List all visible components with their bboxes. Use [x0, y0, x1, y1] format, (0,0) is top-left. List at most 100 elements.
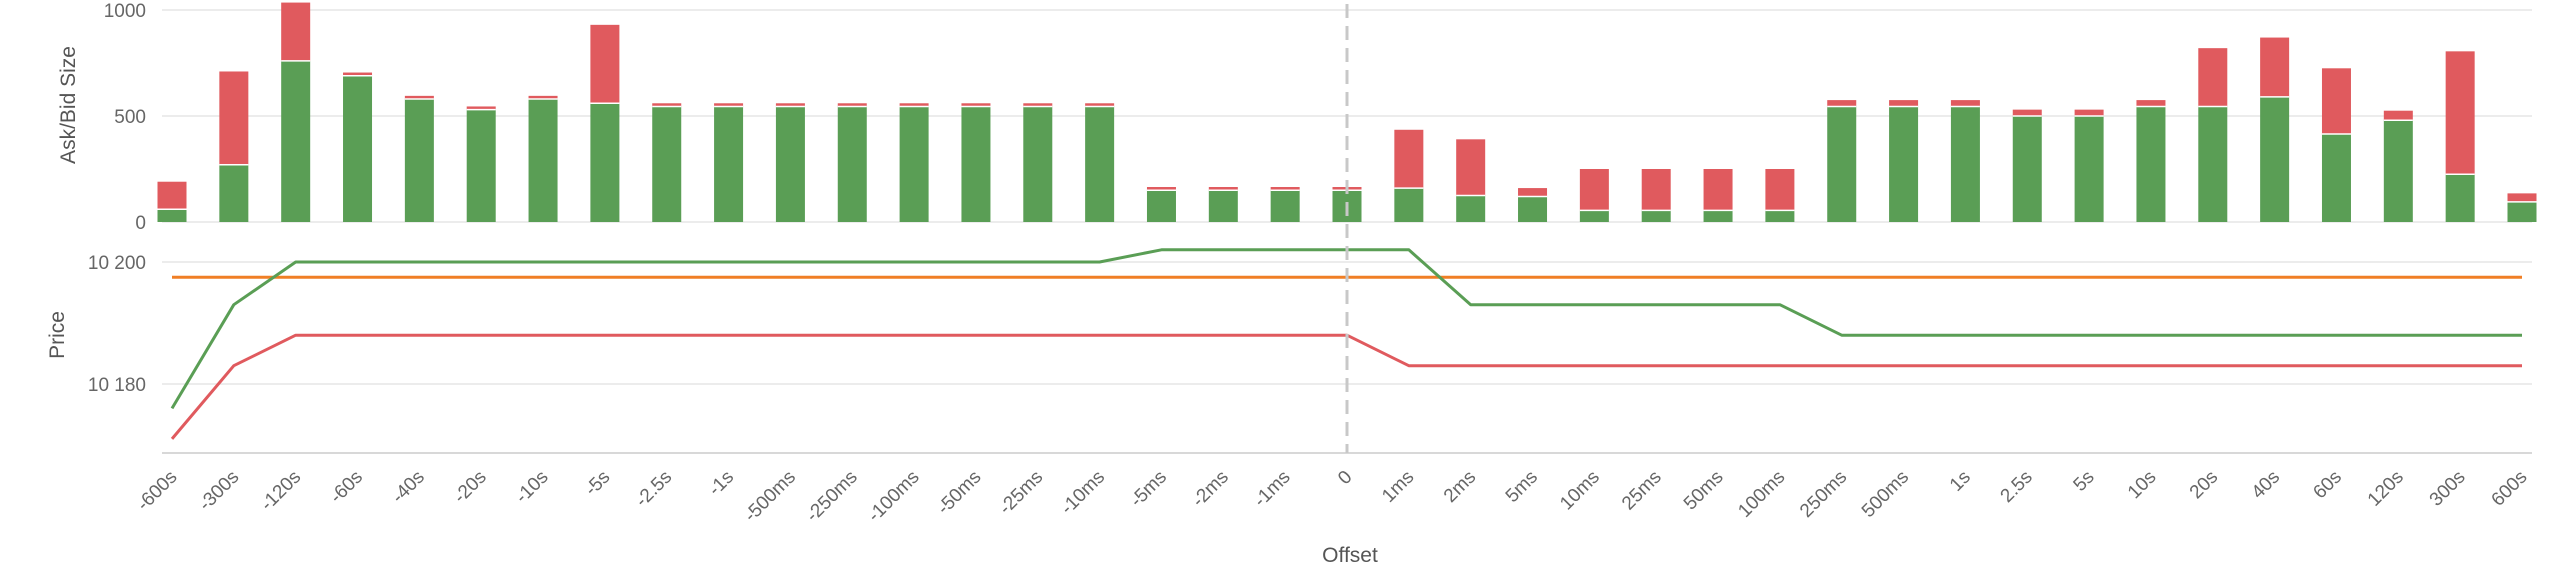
bar-ask [590, 24, 620, 104]
bar-bid [2260, 96, 2290, 222]
x-tick-label: 600s [2488, 467, 2532, 511]
bar-bid [590, 103, 620, 222]
bar-bid [343, 75, 373, 222]
y-tick-label-price: 10 180 [88, 375, 146, 396]
x-tick-label: 40s [2248, 467, 2285, 504]
bar-ask [2445, 51, 2475, 175]
bar-ask [1270, 187, 1300, 191]
bar-bid [1950, 106, 1980, 222]
x-tick-label: 20s [2186, 467, 2223, 504]
x-tick-label: 60s [2309, 467, 2346, 504]
x-tick-label: 250ms [1796, 467, 1851, 522]
x-tick-label: 2.5s [1997, 467, 2037, 507]
y-tick-label-size: 500 [114, 107, 146, 128]
bar-bid [714, 106, 744, 222]
bar-bid [528, 99, 558, 222]
bar-ask [2012, 109, 2042, 116]
bar-ask [2136, 100, 2166, 107]
bar-ask [1579, 169, 1609, 211]
bar-bid [1827, 106, 1857, 222]
x-tick-label: -25ms [995, 467, 1047, 519]
x-tick-label: -10ms [1057, 467, 1109, 519]
bar-ask [2507, 193, 2537, 202]
x-tick-label: -600s [133, 467, 181, 515]
bar-bid [1703, 210, 1733, 222]
x-tick-label: -10s [512, 467, 553, 508]
x-tick-label: -5s [581, 467, 615, 501]
bar-bid [466, 109, 496, 222]
x-tick-label: -40s [388, 467, 429, 508]
bar-ask [1518, 188, 1548, 197]
bar-bid [1023, 106, 1053, 222]
x-tick-label: 1s [1946, 467, 1975, 496]
x-tick-label: 5s [2070, 467, 2099, 496]
bar-bid [2321, 134, 2351, 222]
y-axis-title-size: Ask/Bid Size [57, 46, 80, 164]
bar-ask [1146, 187, 1176, 191]
bar-ask [2383, 110, 2413, 121]
x-tick-label: -60s [326, 467, 367, 508]
x-tick-label: -100ms [864, 467, 924, 527]
x-tick-label: 100ms [1734, 467, 1789, 522]
bar-bid [961, 106, 991, 222]
x-tick-label: 10s [2124, 467, 2161, 504]
bar-bid [1765, 210, 1795, 222]
x-tick-label: 500ms [1858, 467, 1913, 522]
x-tick-label: -5ms [1126, 467, 1171, 512]
x-tick-label: -300s [195, 467, 243, 515]
bar-ask [1950, 100, 1980, 107]
x-tick-label: -500ms [740, 467, 800, 527]
bar-ask [343, 72, 373, 76]
bar-bid [1146, 190, 1176, 222]
x-tick-label: 5ms [1502, 467, 1542, 507]
bar-bid [1456, 195, 1486, 222]
y-tick-label-price: 10 200 [88, 253, 146, 274]
bar-bid [1579, 210, 1609, 222]
x-tick-label: -20s [450, 467, 491, 508]
bar-bid [775, 106, 805, 222]
bar-bid [1641, 210, 1671, 222]
bar-bid [1085, 106, 1115, 222]
bar-ask [1703, 169, 1733, 211]
bar-ask [528, 95, 558, 100]
bar-ask [899, 103, 929, 107]
bar-ask [219, 71, 249, 165]
bar-bid [1518, 196, 1548, 222]
bar-bid [1270, 190, 1300, 222]
x-tick-label: 2ms [1440, 467, 1480, 507]
bar-bid [219, 164, 249, 222]
bar-ask [1765, 169, 1795, 211]
bar-ask [2321, 68, 2351, 135]
bar-bid [837, 106, 867, 222]
x-tick-label: -2ms [1188, 467, 1233, 512]
x-tick-label: -1s [705, 467, 739, 501]
bar-ask [157, 181, 187, 210]
bar-ask [1456, 139, 1486, 196]
bar-bid [281, 60, 311, 222]
y-tick-label-size: 0 [135, 213, 146, 234]
bar-series [157, 2, 2537, 222]
bar-ask [1827, 100, 1857, 107]
bar-ask [652, 103, 682, 107]
bar-bid [2507, 201, 2537, 222]
x-axis-title: Offset [1322, 544, 1378, 567]
bar-ask [404, 95, 434, 100]
bar-ask [1889, 100, 1919, 107]
bar-ask [2074, 109, 2104, 116]
y-axis-title-price: Price [46, 311, 69, 359]
bar-bid [2074, 116, 2104, 222]
bar-bid [1394, 188, 1424, 222]
bar-bid [2198, 106, 2228, 222]
bar-ask [2260, 37, 2290, 97]
bar-bid [157, 209, 187, 222]
bar-bid [652, 106, 682, 222]
bar-ask [1023, 103, 1053, 107]
bar-ask [1641, 169, 1671, 211]
bar-ask [1208, 187, 1238, 191]
x-tick-label: 10ms [1556, 467, 1604, 515]
bar-bid [2383, 120, 2413, 222]
x-tick-label: -50ms [933, 467, 985, 519]
bar-ask [1085, 103, 1115, 107]
bar-ask [775, 103, 805, 107]
